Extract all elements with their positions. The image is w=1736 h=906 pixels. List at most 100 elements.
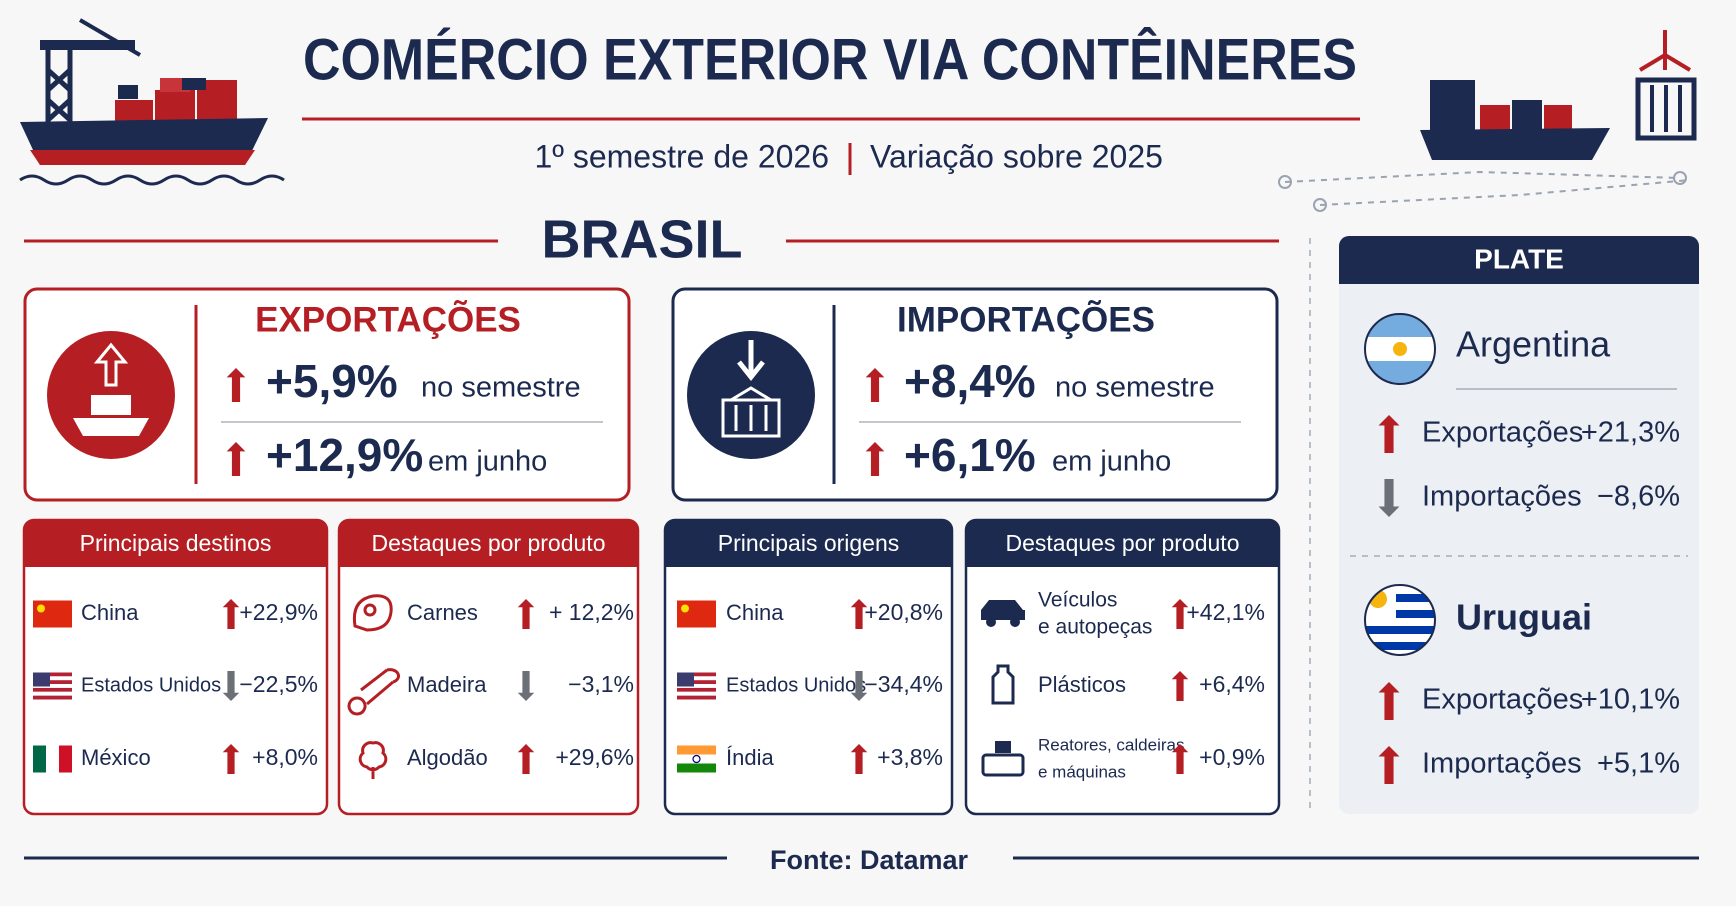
arrow-icon — [226, 368, 246, 402]
country-row-label: Exportações — [1422, 684, 1583, 716]
flag-china — [33, 600, 72, 628]
arrow-icon — [226, 442, 246, 476]
country-row-value: +21,3% — [1581, 417, 1680, 449]
flag-star — [37, 604, 45, 613]
arrow-icon — [517, 671, 535, 701]
icon-wood — [347, 668, 401, 716]
row-value: +3,8% — [877, 744, 943, 770]
icon-arrow — [737, 340, 765, 382]
country-name: Uruguai — [1456, 597, 1592, 638]
flag-usa-canton — [33, 672, 50, 687]
row-value: −34,4% — [864, 671, 943, 697]
flag-usa-stripe — [33, 680, 72, 685]
arrow-icon — [1378, 682, 1400, 720]
flag-mexico — [59, 745, 72, 773]
card-header — [966, 520, 1279, 567]
headline-label: no semestre — [421, 372, 581, 404]
row-name: Algodão — [407, 745, 488, 770]
row-value: −22,5% — [239, 671, 318, 697]
arrow-icon — [1171, 744, 1189, 774]
icon-ship — [73, 395, 149, 436]
arrow-icon — [517, 599, 535, 629]
flag-usa-stripe — [677, 691, 716, 696]
box-title: EXPORTAÇÕES — [255, 299, 521, 339]
flag-usa-stripe — [677, 687, 716, 692]
headline-value: +6,1% — [904, 429, 1036, 481]
country-row-value: −8,6% — [1597, 481, 1680, 513]
icon-meat — [352, 594, 393, 632]
icon-machine-top — [995, 741, 1011, 753]
icon-arrow — [93, 342, 129, 387]
row-name: China — [81, 600, 139, 625]
icon-cotton — [358, 741, 388, 779]
subtitle: 1º semestre de 2026 — [534, 138, 829, 174]
arrow-icon — [865, 368, 885, 402]
flag-mexico — [33, 745, 46, 773]
headline-value: +8,4% — [904, 355, 1036, 407]
icon-machine — [981, 753, 1025, 777]
row-value: +0,9% — [1199, 744, 1265, 770]
flag-ring — [1364, 313, 1436, 385]
row-name: Estados Unidos — [726, 674, 866, 696]
arrow-icon — [865, 442, 885, 476]
card-header — [339, 520, 638, 567]
flag-usa-stripe — [33, 684, 72, 688]
arrow-icon — [850, 599, 868, 629]
icon-wheel — [986, 617, 996, 627]
section-title: BRASIL — [542, 209, 743, 269]
source: Fonte: Datamar — [770, 845, 969, 875]
flag-chakra — [692, 754, 701, 764]
arrow-icon — [222, 599, 240, 629]
row-value: −3,1% — [568, 671, 634, 697]
row-value: +29,6% — [555, 744, 634, 770]
row-name: México — [81, 745, 151, 770]
flag-india — [677, 763, 716, 773]
arrow-icon — [222, 671, 240, 701]
summary-box — [23, 287, 631, 502]
flag-usa-stripe — [33, 676, 72, 681]
icon-wheel — [1010, 617, 1020, 627]
flag-usa-stripe — [677, 680, 716, 685]
icon-container — [721, 398, 781, 438]
arrow-icon — [850, 671, 868, 701]
card-header — [665, 520, 952, 567]
headline-value: +12,9% — [266, 429, 423, 481]
arrow-icon — [1378, 479, 1400, 517]
row-name: Reatores, caldeiras — [1038, 735, 1184, 754]
country-row-value: +5,1% — [1597, 748, 1680, 780]
row-value: +22,9% — [239, 599, 318, 625]
flag-usa-stripe — [677, 695, 716, 700]
arrow-icon — [517, 744, 535, 774]
card-header — [24, 520, 327, 567]
card-title: Principais origens — [718, 530, 900, 556]
flag-usa-canton — [677, 672, 694, 687]
row-name: Índia — [726, 745, 774, 770]
arrow-icon — [1378, 415, 1400, 453]
flag-india — [677, 745, 716, 755]
summary-icon — [687, 331, 815, 459]
row-name: Plásticos — [1038, 672, 1126, 697]
flag-mexico — [46, 745, 59, 773]
flag-usa-stripe — [677, 676, 716, 681]
arrow-icon — [1171, 599, 1189, 629]
row-value: + 12,2% — [549, 599, 634, 625]
flag-usa-stripe — [33, 672, 72, 677]
box-title: IMPORTAÇÕES — [897, 299, 1155, 339]
flag-india — [677, 754, 716, 764]
row-name: Veículos — [1038, 589, 1117, 612]
row-value: +6,4% — [1199, 671, 1265, 697]
plate-header — [1339, 236, 1699, 284]
row-name: Carnes — [407, 600, 478, 625]
country-row-label: Exportações — [1422, 417, 1583, 449]
country-name: Argentina — [1456, 324, 1611, 365]
ship-illustration-right — [1278, 30, 1697, 212]
row-name: Estados Unidos — [81, 674, 221, 696]
arrow-icon — [1378, 746, 1400, 784]
country-row-label: Importações — [1422, 748, 1582, 780]
row-name: Madeira — [407, 672, 487, 697]
arrow-icon — [1171, 671, 1189, 701]
country-row-label: Importações — [1422, 481, 1582, 513]
arrow-icon — [222, 744, 240, 774]
title: COMÉRCIO EXTERIOR VIA CONTÊINERES — [303, 27, 1357, 92]
